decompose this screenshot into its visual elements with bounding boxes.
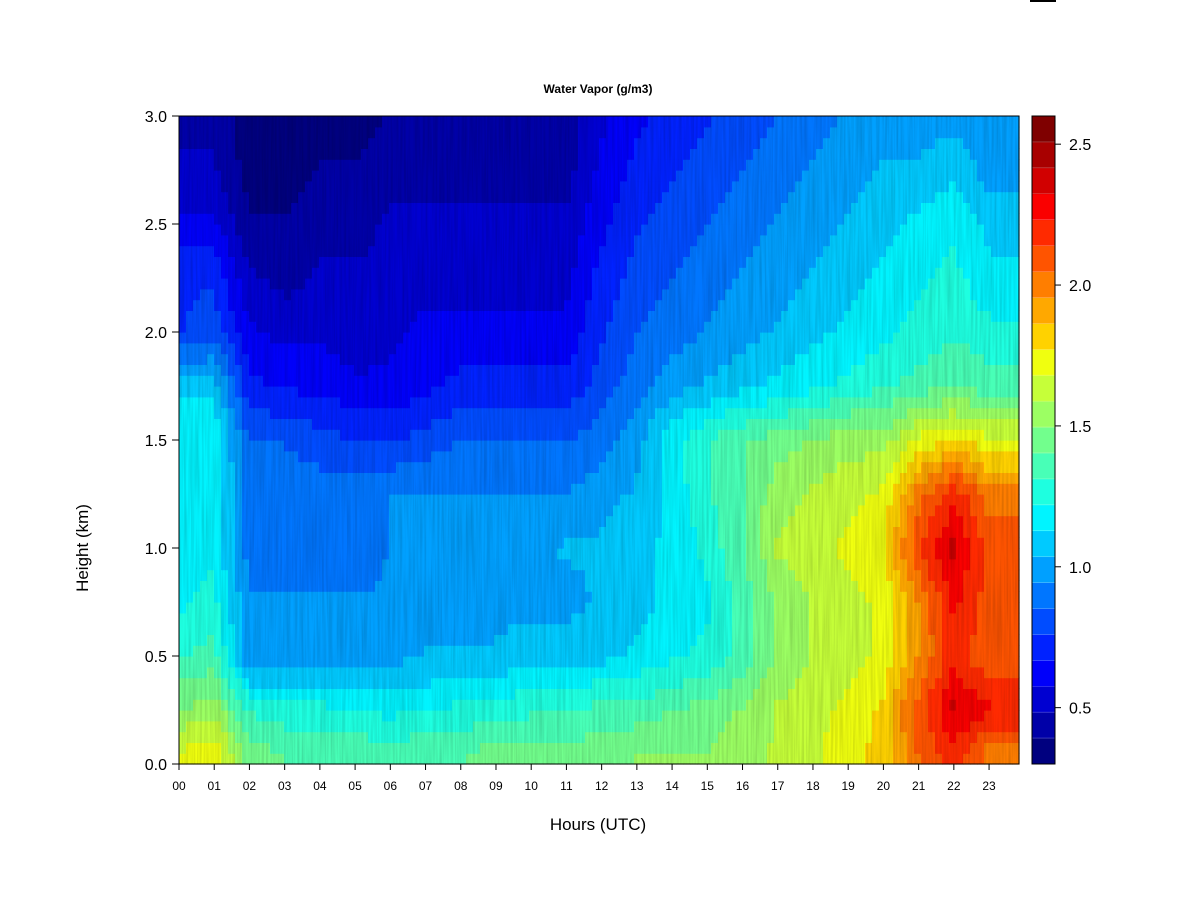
corner-mark: [1030, 0, 1056, 2]
plot-area: [178, 115, 1020, 765]
chart-title: Water Vapor (g/m3): [544, 82, 653, 96]
